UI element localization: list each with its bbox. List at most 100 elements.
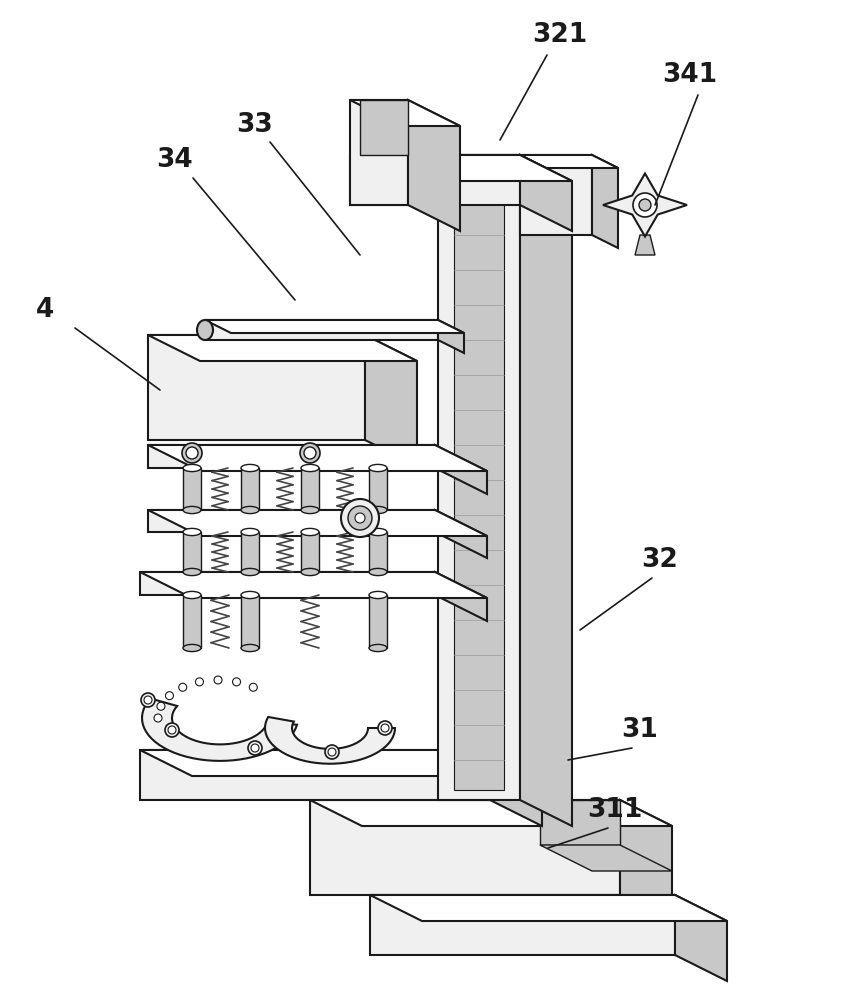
Polygon shape [365, 335, 417, 466]
Circle shape [144, 696, 152, 704]
Polygon shape [241, 595, 259, 648]
Polygon shape [520, 155, 572, 826]
Circle shape [639, 199, 651, 211]
Polygon shape [310, 800, 672, 826]
Polygon shape [205, 320, 438, 340]
Polygon shape [370, 895, 727, 921]
Polygon shape [350, 155, 520, 205]
Polygon shape [205, 320, 464, 333]
Ellipse shape [369, 464, 387, 472]
Polygon shape [241, 468, 259, 510]
Circle shape [348, 506, 372, 530]
Ellipse shape [241, 591, 259, 599]
Polygon shape [520, 155, 618, 168]
Ellipse shape [301, 464, 319, 472]
Circle shape [195, 678, 203, 686]
Polygon shape [635, 235, 655, 255]
Ellipse shape [241, 568, 259, 576]
Text: 321: 321 [532, 22, 587, 48]
Polygon shape [454, 165, 504, 790]
Ellipse shape [369, 568, 387, 576]
Polygon shape [241, 532, 259, 572]
Circle shape [251, 744, 259, 752]
Polygon shape [301, 532, 319, 572]
Text: 34: 34 [157, 147, 193, 173]
Polygon shape [520, 155, 572, 231]
Polygon shape [438, 155, 520, 800]
Polygon shape [265, 717, 395, 764]
Polygon shape [369, 468, 387, 510]
Circle shape [355, 513, 365, 523]
Circle shape [248, 741, 262, 755]
Polygon shape [140, 572, 487, 598]
Polygon shape [520, 155, 592, 235]
Ellipse shape [183, 591, 201, 599]
Circle shape [249, 683, 257, 691]
Polygon shape [435, 445, 487, 494]
Circle shape [300, 443, 320, 463]
Circle shape [214, 676, 222, 684]
Text: 33: 33 [237, 112, 273, 138]
Ellipse shape [241, 464, 259, 472]
Polygon shape [360, 100, 408, 155]
Ellipse shape [369, 506, 387, 514]
Polygon shape [620, 800, 672, 921]
Ellipse shape [183, 506, 201, 514]
Ellipse shape [301, 506, 319, 514]
Polygon shape [370, 895, 675, 955]
Circle shape [157, 702, 165, 710]
Circle shape [141, 693, 155, 707]
Circle shape [328, 748, 336, 756]
Ellipse shape [241, 528, 259, 536]
Text: 341: 341 [663, 62, 718, 88]
Circle shape [186, 447, 198, 459]
Polygon shape [148, 335, 417, 361]
Text: 311: 311 [587, 797, 643, 823]
Circle shape [325, 745, 339, 759]
Polygon shape [435, 510, 487, 558]
Ellipse shape [369, 591, 387, 599]
Polygon shape [350, 155, 572, 181]
Polygon shape [148, 510, 435, 532]
Polygon shape [140, 572, 435, 595]
Polygon shape [438, 320, 464, 353]
Ellipse shape [241, 506, 259, 514]
Ellipse shape [301, 568, 319, 576]
Circle shape [381, 724, 389, 732]
Circle shape [165, 692, 174, 700]
Circle shape [233, 678, 240, 686]
Polygon shape [540, 800, 620, 845]
Ellipse shape [183, 644, 201, 652]
Polygon shape [148, 510, 487, 536]
Polygon shape [603, 174, 687, 236]
Polygon shape [183, 532, 201, 572]
Polygon shape [148, 445, 487, 471]
Polygon shape [350, 100, 408, 205]
Polygon shape [675, 895, 727, 981]
Text: 31: 31 [622, 717, 658, 743]
Ellipse shape [197, 320, 213, 340]
Polygon shape [140, 750, 542, 776]
Circle shape [182, 443, 202, 463]
Circle shape [378, 721, 392, 735]
Polygon shape [310, 800, 620, 895]
Circle shape [341, 499, 379, 537]
Ellipse shape [183, 528, 201, 536]
Ellipse shape [301, 528, 319, 536]
Polygon shape [369, 595, 387, 648]
Polygon shape [142, 699, 297, 761]
Text: 32: 32 [642, 547, 678, 573]
Text: 4: 4 [35, 297, 54, 323]
Polygon shape [140, 750, 490, 800]
Ellipse shape [241, 644, 259, 652]
Circle shape [165, 723, 179, 737]
Ellipse shape [369, 644, 387, 652]
Polygon shape [369, 532, 387, 572]
Circle shape [304, 447, 316, 459]
Circle shape [168, 726, 176, 734]
Polygon shape [183, 595, 201, 648]
Polygon shape [148, 445, 435, 468]
Polygon shape [540, 845, 672, 871]
Polygon shape [435, 572, 487, 621]
Circle shape [179, 683, 187, 691]
